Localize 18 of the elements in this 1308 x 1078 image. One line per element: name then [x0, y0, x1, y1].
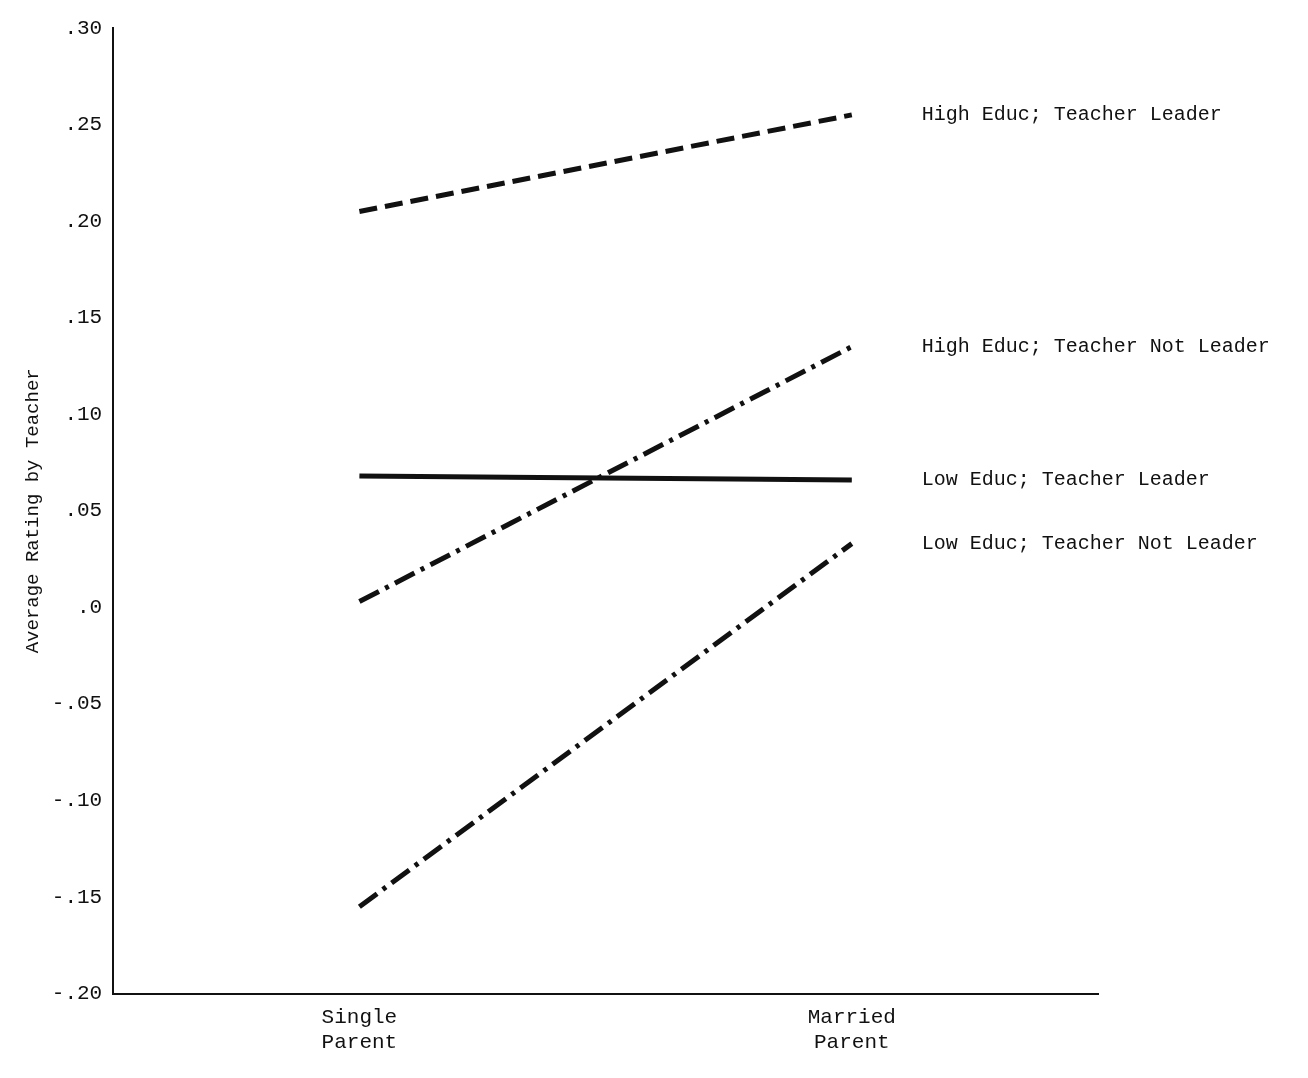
text: Low Educ; Teacher Not Leader [921, 531, 1258, 555]
y-tick-label: .30 [64, 16, 103, 40]
text: High Educ; Teacher Leader [921, 103, 1222, 127]
y-tick-label: -.10 [51, 789, 103, 813]
y-tick-label: .20 [64, 209, 103, 233]
y-tick-label: -.05 [51, 692, 103, 716]
x-tick-label: Single Parent [321, 1005, 398, 1054]
y-axis-title: Average Rating by Teacher [22, 368, 45, 654]
y-tick-label: -.15 [51, 885, 103, 909]
y-tick-label: .05 [64, 499, 103, 523]
y-tick-label: .10 [64, 402, 103, 426]
y-tick-label: .15 [64, 306, 103, 330]
y-tick-label: -.20 [51, 982, 103, 1006]
text: High Educ; Teacher Not Leader [921, 334, 1270, 358]
text: Low Educ; Teacher Leader [921, 468, 1210, 492]
x-tick-label: Married Parent [807, 1005, 896, 1054]
y-tick-label: .25 [64, 113, 103, 137]
y-tick-label: .0 [76, 595, 103, 619]
